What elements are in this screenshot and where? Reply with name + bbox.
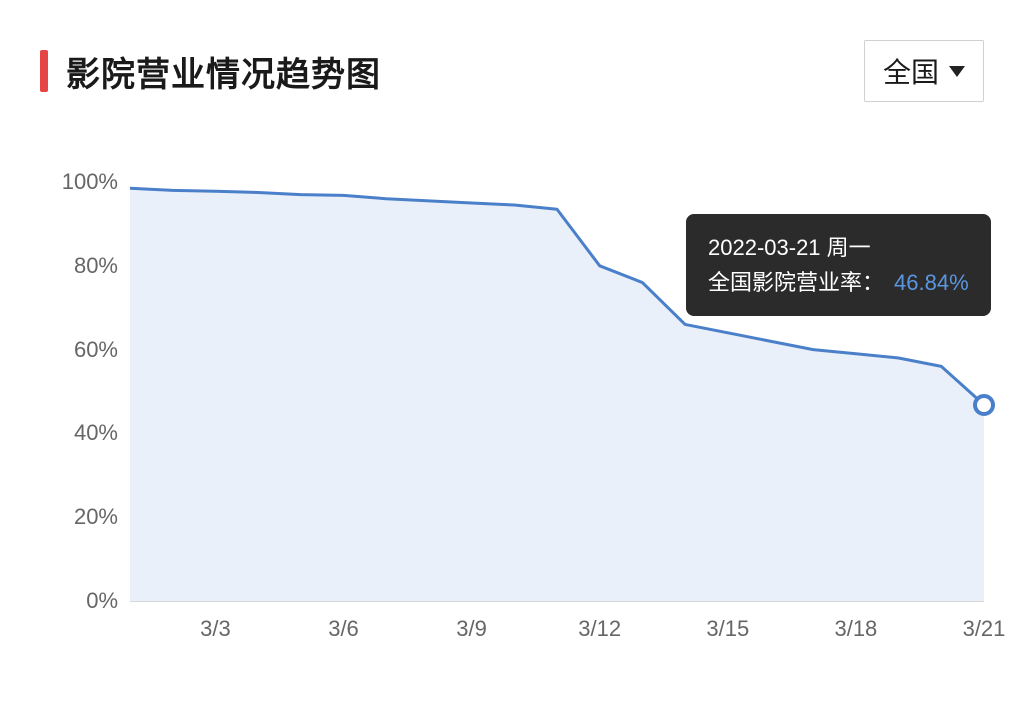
x-tick-label: 3/6 <box>328 616 359 642</box>
x-tick-label: 3/12 <box>578 616 621 642</box>
x-tick-label: 3/21 <box>963 616 1006 642</box>
y-axis: 0%20%40%60%80%100% <box>40 182 130 662</box>
tooltip-metric-value: 46.84% <box>894 265 969 300</box>
chart-title: 影院营业情况趋势图 <box>66 47 381 96</box>
chart-area: 0%20%40%60%80%100% 2022-03-21 周一 全国影院营业率… <box>40 182 984 662</box>
x-tick-label: 3/3 <box>200 616 231 642</box>
region-selector-label: 全国 <box>883 51 939 91</box>
title-wrap: 影院营业情况趋势图 <box>40 47 381 96</box>
chevron-down-icon <box>949 66 965 77</box>
region-selector[interactable]: 全国 <box>864 40 984 102</box>
x-axis: 3/33/63/93/123/153/183/21 <box>130 602 984 662</box>
y-tick-label: 60% <box>74 337 118 363</box>
y-tick-label: 40% <box>74 420 118 446</box>
y-tick-label: 80% <box>74 253 118 279</box>
tooltip-metric-label: 全国影院营业率： <box>708 265 884 300</box>
endpoint-marker <box>973 394 995 416</box>
chart-tooltip: 2022-03-21 周一 全国影院营业率： 46.84% <box>686 214 991 316</box>
x-tick-label: 3/18 <box>834 616 877 642</box>
x-tick-label: 3/9 <box>456 616 487 642</box>
title-accent-bar <box>40 50 48 92</box>
chart-header: 影院营业情况趋势图 全国 <box>40 40 984 102</box>
y-tick-label: 100% <box>62 169 118 195</box>
tooltip-value-row: 全国影院营业率： 46.84% <box>708 265 969 300</box>
plot-region: 2022-03-21 周一 全国影院营业率： 46.84% <box>130 182 984 602</box>
y-tick-label: 20% <box>74 504 118 530</box>
tooltip-date: 2022-03-21 周一 <box>708 230 969 265</box>
y-tick-label: 0% <box>86 588 118 614</box>
x-tick-label: 3/15 <box>706 616 749 642</box>
